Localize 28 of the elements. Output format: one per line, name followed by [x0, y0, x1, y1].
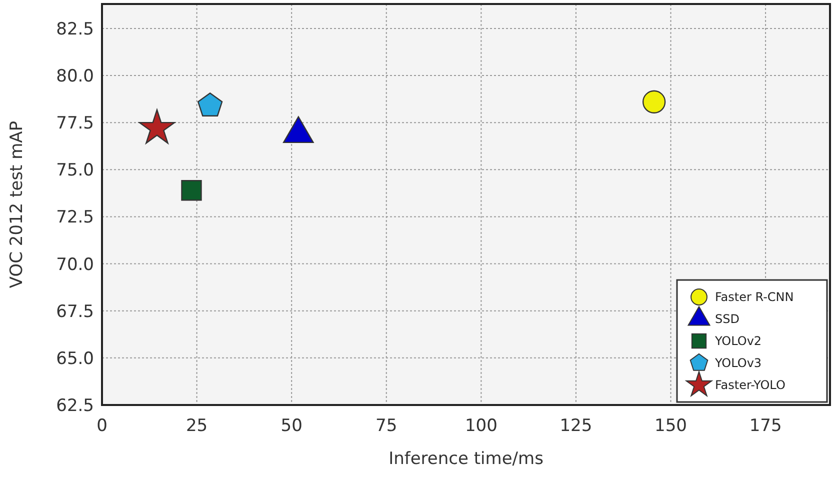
y-tick-label: 75.0: [56, 160, 94, 181]
x-tick-label: 175: [749, 416, 782, 436]
x-tick-label: 100: [464, 416, 498, 436]
legend-label: YOLOv2: [714, 334, 762, 348]
legend-label: SSD: [715, 312, 740, 326]
x-tick-label: 150: [654, 416, 687, 436]
y-tick-label: 65.0: [56, 348, 94, 369]
y-axis-title: VOC 2012 test mAP: [7, 120, 27, 288]
legend-label: Faster-YOLO: [715, 378, 786, 392]
x-tick-label: 75: [376, 416, 398, 436]
point: [138, 109, 176, 144]
legend-label: Faster R-CNN: [715, 290, 794, 304]
y-tick-label: 72.5: [56, 208, 94, 228]
point: [197, 92, 223, 116]
y-tick-label: 80.0: [56, 66, 94, 86]
y-tick-label: 62.5: [56, 396, 94, 416]
x-tick-label: 25: [186, 416, 208, 436]
legend-label: YOLOv3: [714, 356, 762, 370]
y-tick-label: 70.0: [56, 254, 94, 275]
point: [642, 90, 666, 114]
x-tick-label: 50: [280, 416, 302, 436]
x-tick-label: 125: [560, 416, 592, 436]
y-tick-label: 82.5: [56, 19, 94, 40]
x-tick-label: 0: [96, 416, 108, 436]
x-axis-title: Inference time/ms: [388, 449, 544, 469]
y-tick-label: 77.5: [56, 114, 94, 134]
point: [181, 180, 202, 201]
y-tick-label: 67.5: [56, 302, 94, 322]
